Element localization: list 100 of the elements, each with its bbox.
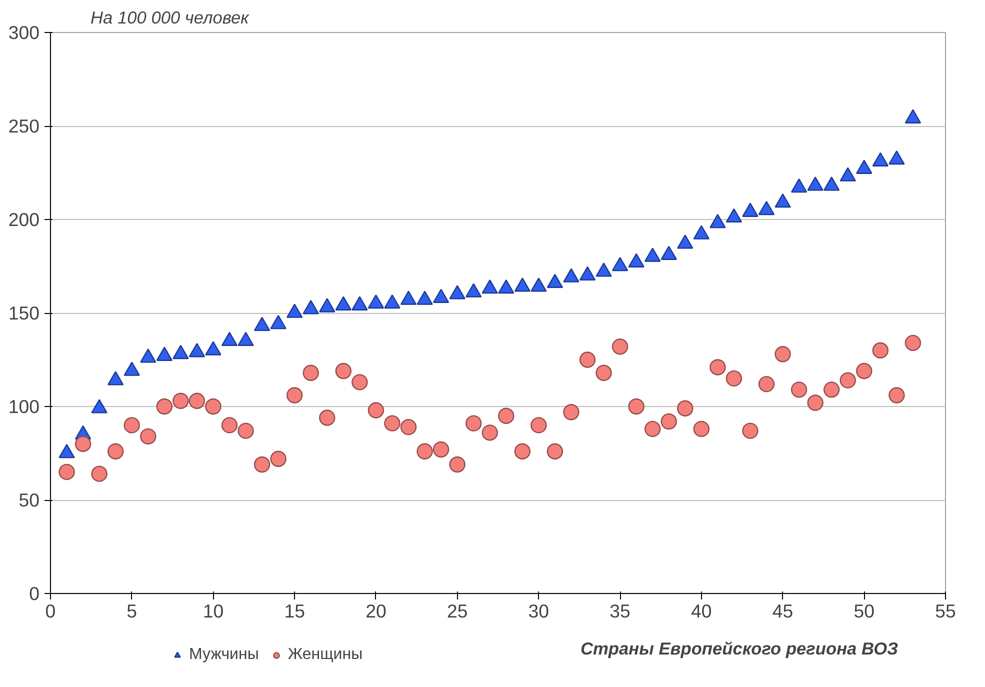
x-tick-label: 20 (366, 600, 386, 622)
point (335, 296, 352, 310)
point (888, 387, 905, 404)
x-tick-label: 30 (528, 600, 550, 622)
x-tick-label: 45 (772, 600, 794, 622)
point (872, 342, 889, 358)
point (530, 417, 547, 434)
point (302, 364, 319, 381)
point (302, 300, 319, 314)
point (449, 456, 466, 473)
point (221, 417, 238, 434)
point (465, 415, 482, 432)
point (758, 376, 775, 392)
point (107, 371, 124, 386)
point (888, 150, 905, 165)
point (677, 400, 694, 416)
point (319, 410, 336, 426)
point (432, 288, 450, 303)
point (677, 234, 694, 249)
point (514, 443, 531, 460)
y-tick-label: 150 (8, 302, 40, 324)
point (856, 362, 872, 380)
point (400, 290, 417, 305)
point (546, 274, 564, 288)
point (904, 109, 922, 124)
point (774, 346, 791, 362)
point (790, 178, 808, 193)
legend-label: Мужчины (189, 646, 259, 664)
point (628, 253, 644, 268)
point (660, 413, 677, 430)
x-tick-label: 40 (691, 600, 712, 622)
point (498, 279, 514, 294)
point (710, 214, 726, 228)
point (742, 422, 758, 439)
point (693, 225, 710, 240)
point (188, 392, 206, 409)
point (726, 370, 742, 387)
y-axis-title: На 100 000 человек (90, 8, 250, 28)
x-tick-label: 25 (446, 600, 468, 622)
point (124, 362, 140, 376)
point (254, 456, 270, 473)
point (91, 466, 108, 482)
point (644, 420, 661, 438)
point (872, 152, 889, 166)
point (384, 294, 400, 309)
point (238, 332, 254, 346)
point (352, 296, 368, 310)
point (188, 343, 206, 358)
point (254, 316, 270, 332)
point (628, 398, 644, 415)
point (74, 436, 92, 452)
point (416, 290, 433, 305)
point (807, 176, 824, 191)
point (579, 352, 596, 368)
point (432, 441, 450, 458)
point (449, 285, 466, 300)
point (840, 372, 856, 388)
point (319, 298, 336, 312)
point (270, 450, 286, 467)
x-axis-title: Страны Европейского региона ВОЗ (580, 638, 898, 658)
point (563, 404, 580, 420)
x-tick-label: 5 (126, 600, 138, 622)
point (530, 278, 547, 292)
point (904, 334, 922, 352)
point (742, 202, 758, 217)
point (498, 408, 514, 424)
point (156, 398, 173, 415)
y-tick-label: 250 (8, 116, 40, 136)
point (612, 338, 628, 355)
point (482, 424, 498, 441)
point (156, 346, 173, 361)
point (710, 359, 726, 376)
y-tick-label: 100 (8, 396, 40, 417)
point (546, 443, 564, 460)
point (58, 464, 75, 480)
point (758, 200, 775, 216)
x-tick-label: 10 (202, 600, 224, 622)
y-tick-label: 0 (29, 583, 40, 604)
point (205, 398, 222, 415)
point (400, 418, 417, 436)
x-tick-label: 50 (854, 600, 875, 622)
point (140, 428, 156, 445)
point (693, 420, 710, 438)
y-tick-label: 200 (8, 209, 40, 230)
point (221, 332, 238, 346)
point (270, 314, 286, 330)
point (823, 382, 840, 398)
point (124, 417, 140, 434)
x-tick-label: 35 (610, 600, 630, 622)
point (172, 344, 189, 360)
point (726, 208, 742, 223)
point (856, 160, 872, 174)
legend-label: Женщины (288, 646, 363, 664)
point (368, 294, 384, 309)
y-tick-label: 300 (8, 22, 40, 43)
point (286, 387, 303, 404)
x-tick-label: 55 (935, 600, 956, 622)
point (368, 402, 384, 418)
point (172, 392, 189, 409)
point (823, 176, 840, 191)
